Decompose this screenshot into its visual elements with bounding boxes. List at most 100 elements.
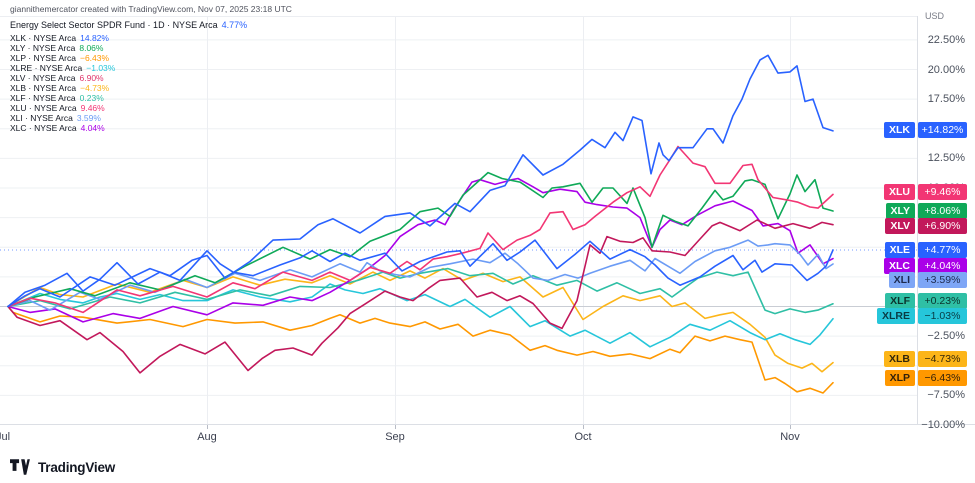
- legend-label: XLB · NYSE Arca: [10, 83, 77, 93]
- badge-value: +9.46%: [918, 184, 967, 200]
- legend-row-xlre[interactable]: XLRE · NYSE Arca −1.03%: [10, 63, 247, 73]
- series-line-xlre: [7, 283, 834, 348]
- legend-row-xlu[interactable]: XLU · NYSE Arca 9.46%: [10, 103, 247, 113]
- badge-value: +6.90%: [918, 218, 967, 234]
- price-badge-xly: XLY +8.06%: [885, 203, 967, 219]
- legend-value: 0.23%: [79, 93, 104, 103]
- legend-row-xlf[interactable]: XLF · NYSE Arca 0.23%: [10, 93, 247, 103]
- price-axis-currency-label: USD: [925, 11, 945, 21]
- legend-main-title: Energy Select Sector SPDR Fund · 1D · NY…: [10, 20, 218, 30]
- badge-ticker: XLB: [884, 351, 915, 367]
- legend-value: 8.06%: [79, 43, 104, 53]
- price-axis-tick: 20.00%: [927, 63, 965, 76]
- series-line-xly: [7, 171, 834, 308]
- tradingview-logo-icon[interactable]: [10, 459, 32, 475]
- series-line-xlc: [7, 177, 834, 323]
- month-tick: [790, 425, 791, 429]
- legend-main-row[interactable]: Energy Select Sector SPDR Fund · 1D · NY…: [10, 20, 247, 30]
- legend-value: −4.73%: [80, 83, 110, 93]
- badge-value: +14.82%: [918, 122, 967, 138]
- attribution-bar: giannithemercator created with TradingVi…: [0, 0, 975, 16]
- badge-ticker: XLU: [884, 184, 915, 200]
- legend-main-value: 4.77%: [221, 20, 248, 30]
- badge-ticker: XLRE: [876, 308, 915, 324]
- legend-value: 14.82%: [80, 33, 109, 43]
- badge-value: −1.03%: [918, 308, 967, 324]
- price-axis-tick: 17.50%: [927, 93, 965, 106]
- badge-ticker: XLE: [884, 242, 915, 258]
- series-line-xlb: [7, 267, 834, 373]
- badge-ticker: XLC: [884, 258, 915, 274]
- legend-row-xly[interactable]: XLY · NYSE Arca 8.06%: [10, 43, 247, 53]
- badge-value: +8.06%: [918, 203, 967, 219]
- price-badge-xlv: XLV +6.90%: [885, 218, 967, 234]
- price-badge-xlk: XLK +14.82%: [884, 122, 967, 138]
- price-badge-xlp: XLP −6.43%: [884, 370, 967, 386]
- price-axis-tick: −10.00%: [921, 419, 965, 431]
- month-label-sep: Sep: [385, 431, 405, 443]
- month-label-jul: Jul: [0, 431, 11, 443]
- badge-ticker: XLP: [884, 370, 915, 386]
- legend-label: XLP · NYSE Arca: [10, 53, 76, 63]
- badge-ticker: XLY: [885, 203, 915, 219]
- chart-canvas[interactable]: [0, 0, 917, 424]
- badge-value: +4.77%: [918, 242, 967, 258]
- legend-row-xlk[interactable]: XLK · NYSE Arca 14.82%: [10, 33, 247, 43]
- series-line-xlk: [7, 54, 834, 308]
- month-label-aug: Aug: [197, 431, 217, 443]
- legend-label: XLC · NYSE Arca: [10, 123, 77, 133]
- footer: TradingView: [10, 455, 115, 479]
- series-line-xlu: [7, 145, 834, 314]
- legend-row-xli[interactable]: XLI · NYSE Arca 3.59%: [10, 113, 247, 123]
- legend-row-xlb[interactable]: XLB · NYSE Arca −4.73%: [10, 83, 247, 93]
- series-line-xlf: [7, 267, 834, 315]
- month-label-oct: Oct: [574, 431, 592, 443]
- legend-value: 3.59%: [76, 113, 101, 123]
- legend-value: −6.43%: [79, 53, 110, 63]
- price-axis-tick: 12.50%: [927, 152, 965, 165]
- month-label-nov: Nov: [780, 431, 800, 443]
- price-badge-xle: XLE +4.77%: [884, 242, 967, 258]
- series-line-xlp: [7, 305, 834, 394]
- price-axis-tick: 22.50%: [927, 33, 965, 46]
- badge-ticker: XLV: [885, 218, 915, 234]
- price-badge-xli: XLI +3.59%: [888, 272, 967, 288]
- price-badge-xlre: XLRE −1.03%: [876, 308, 967, 324]
- legend-value: 9.46%: [80, 103, 105, 113]
- badge-value: −4.73%: [918, 351, 967, 367]
- series-line-xli: [7, 239, 834, 311]
- badge-value: +3.59%: [918, 272, 967, 288]
- badge-ticker: XLK: [884, 122, 915, 138]
- legend-label: XLK · NYSE Arca: [10, 33, 77, 43]
- month-tick: [207, 425, 208, 429]
- tradingview-logo-text[interactable]: TradingView: [38, 459, 116, 475]
- badge-value: +4.04%: [918, 258, 967, 274]
- legend-value: 4.04%: [80, 123, 105, 133]
- price-badge-xlu: XLU +9.46%: [884, 184, 967, 200]
- badge-ticker: XLF: [885, 293, 915, 309]
- legend-label: XLV · NYSE Arca: [10, 73, 76, 83]
- series-line-xlv: [7, 219, 834, 374]
- price-axis-tick: −2.50%: [927, 330, 965, 343]
- legend-label: XLF · NYSE Arca: [10, 93, 76, 103]
- badge-value: +0.23%: [918, 293, 967, 309]
- legend-label: XLU · NYSE Arca: [10, 103, 77, 113]
- month-tick: [395, 425, 396, 429]
- badge-value: −6.43%: [918, 370, 967, 386]
- legend-label: XLY · NYSE Arca: [10, 43, 76, 53]
- legend-row-xlv[interactable]: XLV · NYSE Arca 6.90%: [10, 73, 247, 83]
- time-axis[interactable]: Jul Aug Sep Oct Nov: [0, 424, 975, 450]
- price-badge-xlf: XLF +0.23%: [885, 293, 967, 309]
- price-badge-xlb: XLB −4.73%: [884, 351, 967, 367]
- legend-items: XLK · NYSE Arca 14.82% XLY · NYSE Arca 8.06…: [10, 33, 247, 133]
- legend-label: XLI · NYSE Arca: [10, 113, 73, 123]
- legend-row-xlp[interactable]: XLP · NYSE Arca −6.43%: [10, 53, 247, 63]
- legend-panel: Energy Select Sector SPDR Fund · 1D · NY…: [10, 20, 247, 133]
- legend-value: 6.90%: [79, 73, 104, 83]
- price-badge-xlc: XLC +4.04%: [884, 258, 967, 274]
- legend-value: −1.03%: [86, 63, 116, 73]
- legend-label: XLRE · NYSE Arca: [10, 63, 83, 73]
- badge-ticker: XLI: [888, 272, 915, 288]
- legend-row-xlc[interactable]: XLC · NYSE Arca 4.04%: [10, 123, 247, 133]
